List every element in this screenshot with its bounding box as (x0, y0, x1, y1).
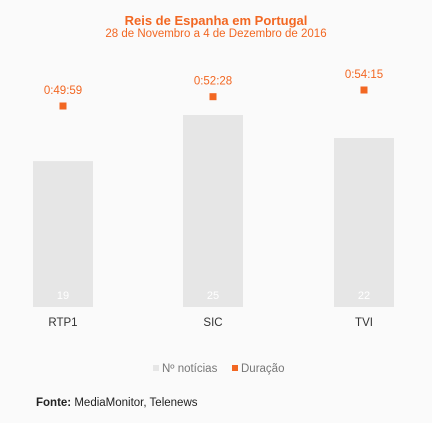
duration-point (360, 86, 368, 94)
duration-label: 0:49:59 (44, 85, 82, 97)
duration-label: 0:52:28 (194, 76, 232, 88)
legend-label-duration: Duração (241, 363, 284, 375)
duration-label: 0:54:15 (345, 69, 383, 81)
source-note: Fonte: MediaMonitor, Telenews (36, 397, 198, 409)
x-tick-label: TVI (355, 317, 373, 329)
bar-rtp1 (33, 161, 93, 307)
duration-point (209, 93, 217, 101)
bar-value-label: 22 (358, 290, 370, 302)
chart-title: Reis de Espanha em Portugal (124, 13, 308, 28)
duration-point (59, 102, 67, 110)
bar-value-label: 25 (207, 290, 219, 302)
x-tick-label: RTP1 (48, 317, 77, 329)
legend-marker-duration (232, 365, 238, 371)
x-tick-label: SIC (203, 317, 222, 329)
bar-value-label: 19 (57, 290, 69, 302)
bar-tvi (334, 138, 394, 307)
source-label: Fonte: (36, 397, 72, 409)
source-text: MediaMonitor, Telenews (74, 397, 198, 409)
legend-label-news: Nº notícias (162, 363, 218, 375)
legend-marker-news (153, 365, 159, 371)
chart-subtitle: 28 de Novembro a 4 de Dezembro de 2016 (105, 28, 327, 40)
bar-sic (183, 115, 243, 307)
